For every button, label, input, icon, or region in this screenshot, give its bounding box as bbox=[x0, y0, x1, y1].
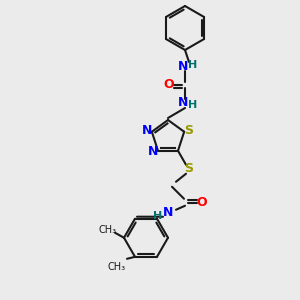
Text: CH₃: CH₃ bbox=[99, 225, 117, 235]
Text: N: N bbox=[178, 61, 188, 74]
Text: H: H bbox=[188, 100, 198, 110]
Text: N: N bbox=[178, 97, 188, 110]
Text: O: O bbox=[197, 196, 207, 209]
Text: S: S bbox=[184, 124, 193, 137]
Text: H: H bbox=[153, 211, 163, 221]
Text: H: H bbox=[188, 60, 198, 70]
Text: S: S bbox=[184, 162, 194, 175]
Text: N: N bbox=[148, 145, 158, 158]
Text: N: N bbox=[163, 206, 173, 219]
Text: CH₃: CH₃ bbox=[108, 262, 126, 272]
Text: N: N bbox=[142, 124, 152, 137]
Text: O: O bbox=[164, 79, 174, 92]
